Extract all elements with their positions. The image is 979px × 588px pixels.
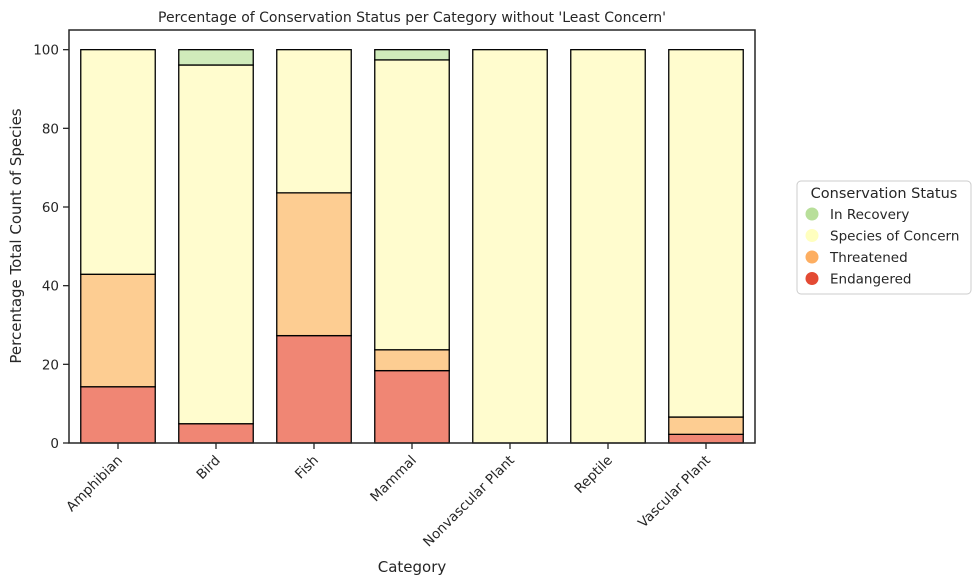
bar-bird-endangered <box>178 423 254 444</box>
bar-mammal-endangered <box>374 369 450 444</box>
y-tick-label: 40 <box>42 279 59 295</box>
bar-fish-threatened <box>276 192 352 337</box>
x-tick-label-nonvascular-plant: Nonvascular Plant <box>420 453 518 551</box>
bar-bird-in-recovery <box>178 49 254 66</box>
legend-marker-endangered <box>805 272 819 285</box>
bar-vascular-plant-species-of-concern <box>668 49 744 418</box>
plot-area: 0 20 40 60 80 100 Amphibian Bird Fish Mammal Nonva… <box>33 29 756 551</box>
legend-title: Conservation Status <box>811 186 958 202</box>
bar-mammal-species-of-concern <box>374 59 450 351</box>
legend-label-species-of-concern: Species of Concern <box>830 229 959 245</box>
bar-vascular-plant-threatened <box>668 416 744 435</box>
y-tick-label: 60 <box>42 200 59 216</box>
bar-bird-species-of-concern <box>178 64 254 425</box>
x-tick-label-fish: Fish <box>292 453 322 483</box>
legend-frame <box>796 180 972 295</box>
legend: Conservation Status In Recovery Species o… <box>796 180 972 295</box>
x-tick-label-reptile: Reptile <box>571 453 615 497</box>
bar-amphibian-threatened <box>80 273 156 388</box>
legend-label-threatened: Threatened <box>829 250 908 266</box>
bar-reptile-species-of-concern <box>570 49 646 444</box>
y-tick-label: 80 <box>42 121 59 137</box>
legend-marker-threatened <box>805 250 819 264</box>
bar-nonvascular-plant-species-of-concern <box>472 49 548 444</box>
bar-amphibian-species-of-concern <box>80 49 156 275</box>
x-tick-label-bird: Bird <box>193 453 223 483</box>
x-axis-label: Category <box>378 558 447 576</box>
y-tick-label: 0 <box>50 436 59 452</box>
bar-fish-species-of-concern <box>276 49 352 194</box>
bar-fish-endangered <box>276 334 352 444</box>
legend-label-in-recovery: In Recovery <box>830 207 909 223</box>
y-axis-label: Percentage Total Count of Species <box>7 108 25 363</box>
x-tick-label-vascular-plant: Vascular Plant <box>635 453 714 532</box>
x-tick-label-amphibian: Amphibian <box>63 453 126 516</box>
y-tick-label: 100 <box>33 43 59 59</box>
chart-title: Percentage of Conservation Status per Ca… <box>158 10 666 26</box>
bar-vascular-plant-endangered <box>668 433 744 444</box>
y-tick-label: 20 <box>42 357 59 373</box>
legend-label-endangered: Endangered <box>830 272 912 288</box>
bar-mammal-in-recovery <box>374 49 450 61</box>
legend-marker-species-of-concern <box>805 229 819 242</box>
legend-marker-in-recovery <box>805 207 819 221</box>
bar-mammal-threatened <box>374 349 450 372</box>
bar-amphibian-endangered <box>80 386 156 444</box>
x-tick-label-mammal: Mammal <box>367 453 420 506</box>
